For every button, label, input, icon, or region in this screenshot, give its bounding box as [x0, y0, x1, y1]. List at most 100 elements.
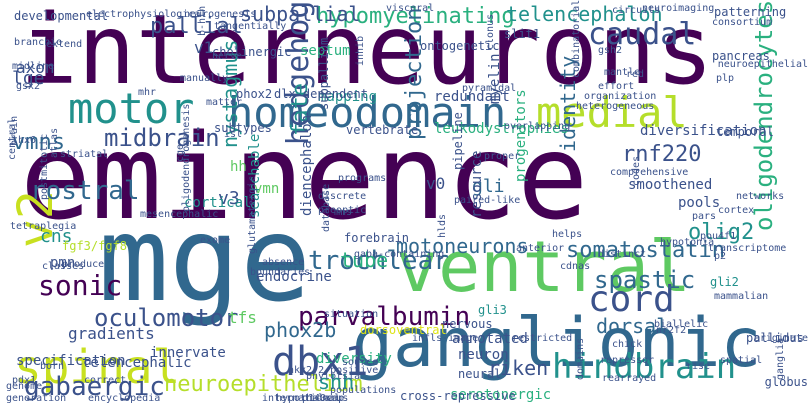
cloud-word: gabaergic — [24, 372, 165, 402]
cloud-word: pallial — [150, 14, 243, 39]
cloud-word: consortium — [712, 17, 773, 28]
cloud-word: gli3 — [478, 303, 507, 317]
cloud-word: biallelic — [654, 319, 709, 330]
cloud-word: pyramidal — [462, 83, 517, 94]
cloud-word: heterogeneous — [576, 101, 655, 112]
cloud-word: neurogenesis — [184, 9, 257, 20]
cloud-word: gaba-containing — [354, 249, 445, 260]
cloud-word: redundant — [434, 89, 510, 105]
cloud-word: transcriptome — [708, 243, 787, 254]
cloud-word: gli — [472, 176, 505, 197]
cloud-word: annotated — [452, 331, 528, 347]
cloud-word: forebrain — [344, 231, 410, 245]
cloud-word: codes — [631, 155, 642, 186]
cloud-word: oculomotor — [94, 304, 239, 332]
cloud-word: central — [7, 117, 18, 160]
cloud-word: visceral — [386, 3, 435, 14]
cloud-word: smoothened — [628, 177, 713, 193]
cloud-word: midbrain — [104, 124, 220, 152]
cloud-word: distinct — [598, 249, 647, 260]
cloud-word: preoptic — [318, 205, 367, 216]
cloud-word: nervous — [442, 317, 493, 331]
cloud-word: projection — [402, 7, 427, 140]
cloud-word: hlds — [437, 213, 448, 238]
cloud-word: international — [262, 393, 341, 404]
cloud-word: nerve — [212, 51, 243, 62]
cloud-word: parvalbumin — [298, 302, 471, 332]
cloud-word: shh — [318, 370, 355, 394]
cloud-word: phox2 — [236, 87, 273, 101]
cloud-word: produce — [62, 259, 105, 270]
cloud-word: mhr — [138, 87, 157, 98]
cloud-word: lhx6 — [12, 135, 37, 146]
cloud-word: ventral — [396, 226, 692, 308]
cloud-word: neuron — [458, 347, 509, 363]
cloud-word: cross-repressive — [400, 389, 516, 403]
cloud-word: oligodendrogenesis — [181, 103, 192, 212]
cloud-word: cholinergic — [212, 45, 292, 59]
cloud-word: pmn — [50, 255, 76, 271]
cloud-word: database — [321, 183, 332, 232]
cloud-word: medial — [536, 88, 688, 137]
cloud-word: vmn — [254, 181, 280, 197]
cloud-word: cns — [40, 226, 73, 247]
cloud-word: caudal — [588, 17, 697, 52]
cloud-word: genome — [6, 381, 43, 392]
cloud-word: programs — [338, 173, 387, 184]
cloud-word: overlapping — [504, 121, 571, 132]
cloud-word: anterior — [516, 243, 565, 254]
cloud-word: paired-like — [454, 195, 521, 206]
cloud-word: hypothalamus — [276, 393, 349, 404]
cloud-word: developmental — [14, 9, 108, 23]
cloud-word: rearrayed — [602, 373, 657, 384]
cloud-word: trochlear — [308, 246, 449, 276]
cloud-word: glutamatergic — [247, 175, 258, 254]
cloud-word: ontogenetic — [420, 39, 500, 53]
cloud-word: gli2 — [710, 275, 739, 289]
cloud-word: specification — [16, 353, 126, 369]
cloud-word: neuroimaging — [642, 3, 715, 14]
cloud-word: source — [342, 357, 379, 368]
cloud-word: mesencephalic — [140, 209, 219, 220]
cloud-word: populations — [330, 385, 397, 396]
cloud-word: combinatorial — [571, 0, 582, 79]
cloud-word: gradients — [68, 324, 155, 343]
cloud-word: discrete — [318, 191, 367, 202]
cloud-word: diencephalon — [299, 114, 315, 216]
cloud-word: v0 — [426, 174, 446, 193]
cloud-word: serotonergic — [450, 387, 552, 403]
cloud-word: telencephalon — [506, 2, 663, 26]
cloud-word: encyclopedia — [88, 393, 161, 404]
cloud-word: repressor — [600, 355, 655, 366]
cloud-word: boundaries — [250, 267, 311, 278]
cloud-word: tfs — [228, 308, 257, 327]
cloud-word: spastic — [594, 266, 696, 294]
cloud-word: gsh2 — [598, 45, 623, 56]
cloud-word: b-hlh — [197, 5, 208, 36]
cloud-word: chick — [612, 339, 643, 350]
cloud-word: tetraplegia — [10, 221, 77, 232]
cloud-word: rostral — [30, 176, 140, 206]
cloud-word: striatal — [60, 149, 109, 160]
cloud-word: mantle — [604, 67, 641, 78]
cloud-word: pipeline — [451, 112, 465, 170]
cloud-word: rise — [686, 361, 711, 372]
cloud-word: mapping — [318, 89, 378, 105]
cloud-word: cdnas — [560, 261, 591, 272]
cloud-word: p140cap — [302, 393, 345, 404]
cloud-word: nkx2.2-positive — [288, 365, 379, 376]
cloud-word: helps — [552, 229, 583, 240]
cloud-word: rnf220 — [622, 142, 702, 167]
cloud-word: restricted — [512, 333, 573, 344]
cloud-word: plp — [716, 73, 735, 84]
cloud-word: slit1 — [504, 27, 541, 41]
cloud-word: electrophysiological — [86, 9, 207, 20]
cloud-word: red — [626, 69, 645, 80]
cloud-word: tube — [340, 248, 389, 272]
cloud-word: matter — [206, 97, 243, 108]
cloud-word: originate — [753, 333, 808, 344]
cloud-word: mammalian — [714, 291, 769, 302]
cloud-word: myelin — [487, 53, 503, 104]
cloud-word: isl — [224, 129, 243, 140]
cloud-word: dlx-dependent — [274, 87, 368, 101]
